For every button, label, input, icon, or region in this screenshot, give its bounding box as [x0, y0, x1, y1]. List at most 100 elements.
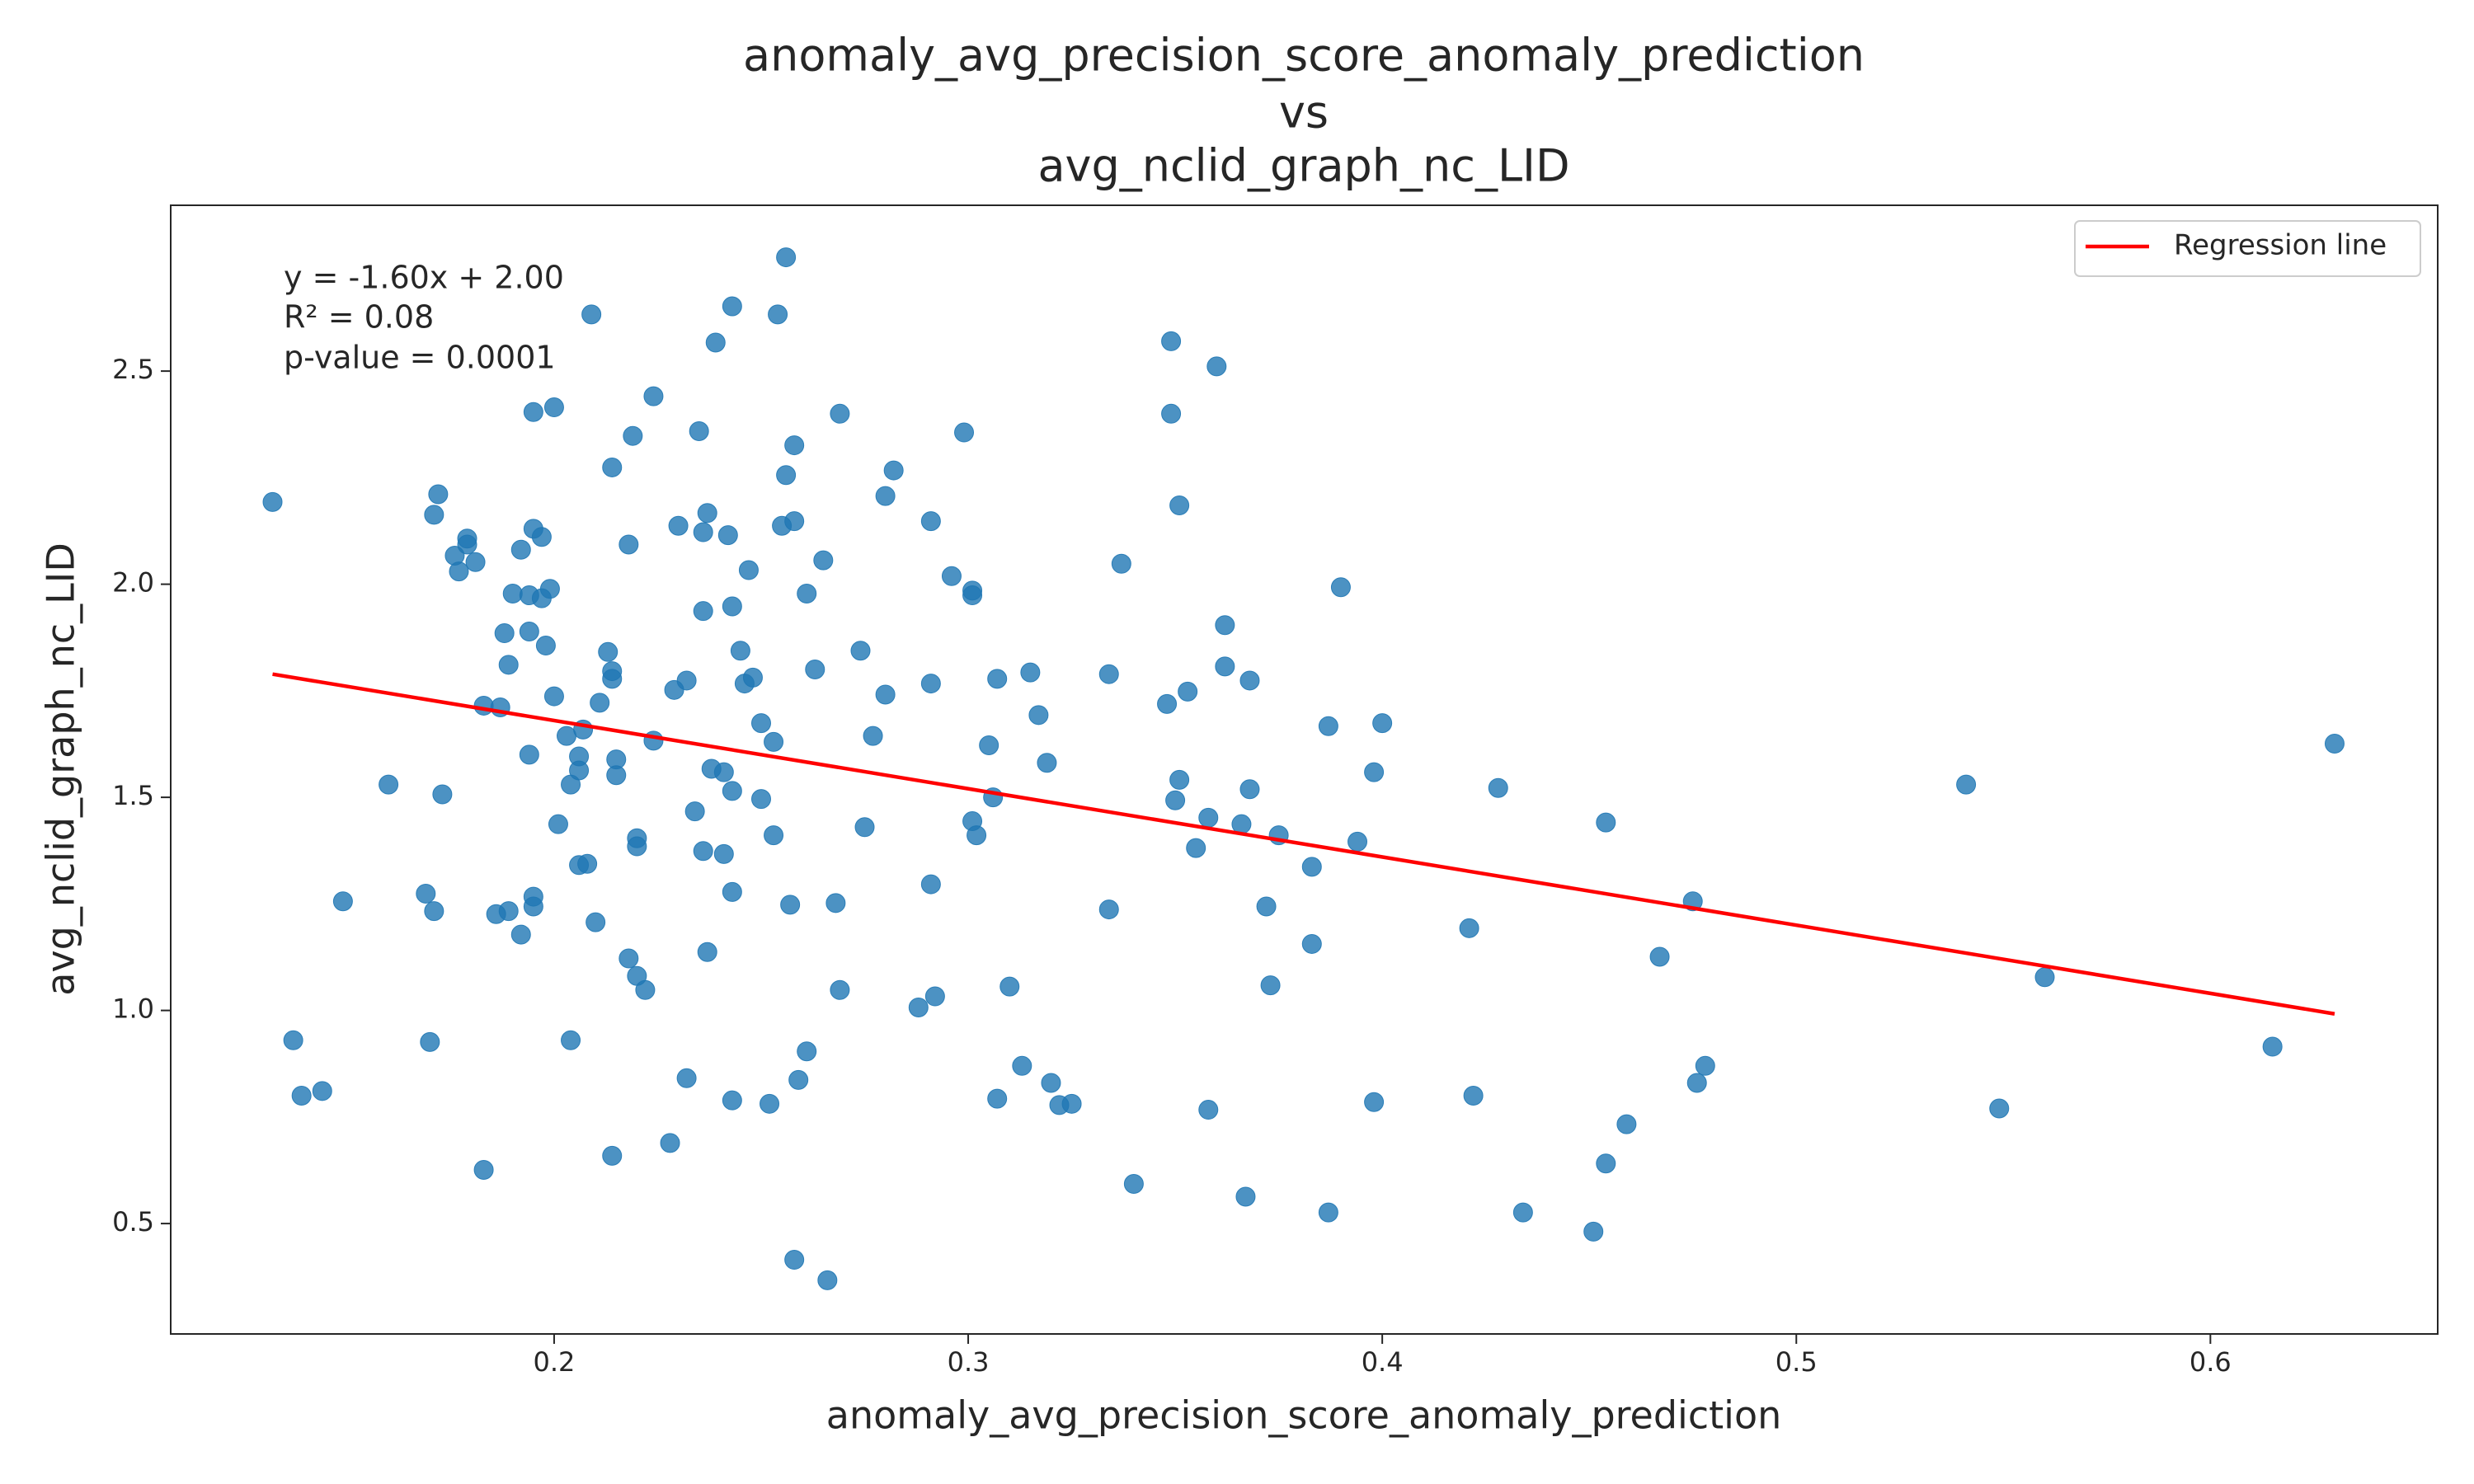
scatter-point — [557, 726, 577, 746]
scatter-point — [473, 695, 494, 716]
y-tick-label: 1.0 — [112, 993, 154, 1025]
scatter-point — [1169, 769, 1190, 790]
scatter-point — [1041, 1073, 1061, 1093]
scatter-point — [722, 596, 742, 617]
scatter-point — [519, 744, 539, 765]
axes-frame — [170, 204, 2439, 1335]
scatter-point — [569, 760, 590, 781]
scatter-point — [577, 853, 598, 874]
scatter-point — [813, 550, 834, 571]
scatter-point — [1157, 693, 1178, 714]
scatter-point — [1256, 896, 1277, 917]
scatter-point — [676, 1068, 697, 1088]
scatter-point — [941, 566, 962, 586]
x-tick-label: 0.5 — [1776, 1346, 1818, 1378]
scatter-point — [1161, 403, 1182, 424]
scatter-point — [510, 539, 531, 560]
scatter-point — [797, 583, 817, 603]
scatter-point — [883, 460, 904, 481]
scatter-point — [1318, 716, 1338, 736]
scatter-point — [1301, 933, 1322, 954]
scatter-point — [1239, 779, 1260, 800]
scatter-point — [1061, 1093, 1082, 1114]
scatter-point — [1330, 577, 1351, 598]
scatter-point — [924, 986, 945, 1007]
y-tick-label: 0.5 — [112, 1206, 154, 1237]
scatter-point — [1028, 705, 1049, 726]
scatter-point — [738, 560, 759, 580]
scatter-point — [717, 525, 738, 546]
scatter-point — [1596, 812, 1616, 833]
scatter-point — [1372, 713, 1393, 734]
scatter-point — [510, 924, 531, 945]
scatter-point — [1178, 681, 1198, 702]
scatter-point — [962, 585, 983, 606]
scatter-point — [1989, 1098, 2010, 1119]
scatter-point — [1215, 656, 1235, 677]
scatter-point — [722, 781, 742, 801]
scatter-point — [999, 976, 1020, 997]
scatter-point — [875, 684, 896, 705]
scatter-point — [908, 997, 929, 1017]
legend-box — [2074, 220, 2421, 277]
scatter-point — [539, 579, 560, 599]
scatter-point — [1649, 946, 1670, 967]
scatter-point — [457, 528, 477, 549]
scatter-point — [498, 901, 519, 922]
scatter-point — [713, 843, 734, 864]
scatter-point — [987, 1088, 1008, 1109]
scatter-point — [1012, 1055, 1032, 1076]
scatter-point — [722, 1090, 742, 1111]
scatter-point — [854, 817, 875, 838]
scatter-point — [1037, 753, 1057, 773]
scatter-point — [379, 774, 399, 795]
scatter-point — [1235, 1186, 1256, 1207]
scatter-point — [535, 636, 556, 656]
x-tick-label: 0.3 — [948, 1346, 990, 1378]
scatter-point — [618, 948, 639, 969]
regression-line — [272, 672, 2335, 1016]
scatter-point — [1215, 615, 1235, 636]
scatter-point — [602, 1145, 623, 1166]
scatter-point — [776, 247, 797, 268]
scatter-point — [784, 1250, 805, 1270]
scatter-point — [2324, 733, 2345, 754]
scatter-point — [830, 979, 850, 1000]
scatter-point — [1512, 1202, 1533, 1223]
scatter-point — [722, 881, 742, 902]
scatter-point — [2034, 967, 2055, 988]
scatter-point — [967, 825, 987, 846]
scatter-point — [825, 893, 846, 913]
scatter-point — [1459, 918, 1479, 938]
scatter-point — [668, 515, 689, 536]
scatter-point — [1206, 356, 1227, 377]
scatter-point — [1695, 1055, 1715, 1076]
scatter-point — [581, 304, 602, 325]
scatter-point — [635, 979, 656, 1000]
scatter-point — [606, 765, 627, 786]
scatter-point — [693, 522, 713, 542]
scatter-point — [590, 693, 610, 713]
scatter-point — [1020, 662, 1041, 683]
scatter-point — [987, 669, 1008, 689]
scatter-point — [561, 1030, 581, 1050]
scatter-point — [1198, 807, 1219, 828]
scatter-point — [1161, 331, 1182, 351]
scatter-point — [543, 686, 564, 707]
scatter-point — [979, 735, 999, 756]
scatter-point — [428, 484, 449, 505]
scatter-point — [768, 304, 788, 325]
scatter-point — [627, 836, 647, 857]
scatter-point — [519, 621, 539, 641]
scatter-point — [312, 1081, 332, 1101]
scatter-point — [531, 527, 552, 547]
scatter-point — [1186, 838, 1206, 858]
scatter-point — [1956, 774, 1977, 795]
scatter-point — [722, 296, 742, 317]
scatter-point — [1348, 831, 1368, 852]
scatter-point — [1583, 1221, 1604, 1242]
scatter-point — [1260, 975, 1281, 996]
scatter-point — [465, 552, 486, 572]
